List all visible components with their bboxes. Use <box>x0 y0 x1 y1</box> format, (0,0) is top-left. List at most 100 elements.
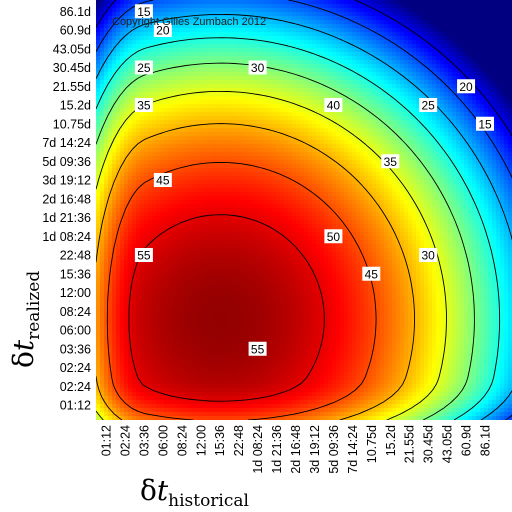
heatmap-cell <box>148 28 153 33</box>
heatmap-cell <box>200 132 205 137</box>
heatmap-cell <box>492 116 497 121</box>
heatmap-cell <box>464 40 469 45</box>
heatmap-cell <box>408 68 413 73</box>
heatmap-cell <box>100 172 105 177</box>
heatmap-cell <box>272 72 277 77</box>
heatmap-cell <box>456 20 461 25</box>
heatmap-cell <box>500 128 505 133</box>
heatmap-cell <box>172 0 177 5</box>
heatmap-cell <box>172 152 177 157</box>
heatmap-cell <box>448 52 453 57</box>
heatmap-cell <box>388 144 393 149</box>
heatmap-cell <box>264 52 269 57</box>
heatmap-cell <box>352 88 357 93</box>
heatmap-cell <box>228 96 233 101</box>
heatmap-cell <box>372 116 377 121</box>
heatmap-cell <box>228 56 233 61</box>
heatmap-cell <box>248 12 253 17</box>
heatmap-cell <box>252 140 257 145</box>
heatmap-cell <box>204 140 209 145</box>
heatmap-cell <box>160 72 165 77</box>
heatmap-cell <box>204 148 209 153</box>
heatmap-cell <box>288 88 293 93</box>
heatmap-cell <box>356 156 361 161</box>
heatmap-cell <box>228 52 233 57</box>
heatmap-cell <box>236 44 241 49</box>
heatmap-cell <box>224 32 229 37</box>
heatmap-cell <box>288 140 293 145</box>
heatmap-cell <box>312 140 317 145</box>
heatmap-cell <box>440 172 445 177</box>
heatmap-cell <box>268 32 273 37</box>
heatmap-cell <box>264 44 269 49</box>
heatmap-cell <box>200 88 205 93</box>
heatmap-cell <box>128 80 133 85</box>
heatmap-cell <box>428 60 433 65</box>
heatmap-cell <box>432 36 437 41</box>
heatmap-cell <box>168 92 173 97</box>
heatmap-cell <box>268 160 273 165</box>
heatmap-cell <box>168 72 173 77</box>
heatmap-cell <box>432 20 437 25</box>
heatmap-cell <box>316 104 321 109</box>
heatmap-cell <box>100 168 105 173</box>
heatmap-cell <box>100 132 105 137</box>
heatmap-cell <box>164 84 169 89</box>
heatmap-cell <box>220 176 225 181</box>
heatmap-cell <box>212 72 217 77</box>
heatmap-cell <box>184 120 189 125</box>
heatmap-cell <box>356 120 361 125</box>
heatmap-cell <box>148 52 153 57</box>
heatmap-cell <box>304 36 309 41</box>
heatmap-cell <box>272 16 277 21</box>
heatmap-cell <box>360 120 365 125</box>
heatmap-cell <box>464 60 469 65</box>
heatmap-cell <box>424 28 429 33</box>
heatmap-cell <box>260 100 265 105</box>
heatmap-cell <box>460 172 465 177</box>
heatmap-cell <box>336 152 341 157</box>
heatmap-cell <box>388 12 393 17</box>
heatmap-cell <box>268 172 273 177</box>
heatmap-cell <box>128 136 133 141</box>
heatmap-cell <box>180 112 185 117</box>
heatmap-cell <box>288 168 293 173</box>
heatmap-cell <box>312 188 317 193</box>
heatmap-cell <box>116 60 121 65</box>
heatmap-cell <box>164 152 169 157</box>
heatmap-cell <box>500 188 505 193</box>
heatmap-cell <box>260 136 265 141</box>
heatmap-cell <box>484 180 489 185</box>
heatmap-cell <box>304 4 309 9</box>
heatmap-cell <box>452 28 457 33</box>
heatmap-cell <box>200 168 205 173</box>
heatmap-cell <box>388 68 393 73</box>
heatmap-cell <box>368 104 373 109</box>
heatmap-cell <box>152 132 157 137</box>
heatmap-cell <box>104 84 109 89</box>
heatmap-cell <box>180 164 185 169</box>
heatmap-cell <box>284 60 289 65</box>
heatmap-cell <box>268 44 273 49</box>
heatmap-cell <box>308 40 313 45</box>
heatmap-cell <box>404 60 409 65</box>
heatmap-cell <box>220 100 225 105</box>
heatmap-cell <box>392 140 397 145</box>
heatmap-cell <box>272 100 277 105</box>
heatmap-cell <box>144 56 149 61</box>
heatmap-cell <box>328 80 333 85</box>
heatmap-cell <box>232 20 237 25</box>
heatmap-cell <box>204 56 209 61</box>
heatmap-cell <box>320 64 325 69</box>
heatmap-cell <box>100 56 105 61</box>
heatmap-cell <box>156 84 161 89</box>
heatmap-cell <box>176 140 181 145</box>
heatmap-cell <box>160 104 165 109</box>
heatmap-cell <box>180 168 185 173</box>
heatmap-cell <box>140 56 145 61</box>
heatmap-cell <box>104 40 109 45</box>
heatmap-cell <box>272 168 277 173</box>
heatmap-cell <box>380 48 385 53</box>
heatmap-cell <box>196 180 201 185</box>
heatmap-cell <box>256 124 261 129</box>
